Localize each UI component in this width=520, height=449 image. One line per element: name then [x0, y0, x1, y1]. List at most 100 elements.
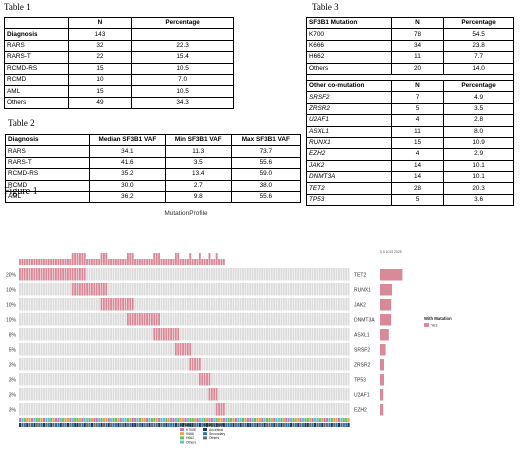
oncoprint-cell: [194, 388, 196, 401]
table1-header-cell: [4, 16, 69, 30]
oncoprint-cell: [304, 268, 307, 281]
sample-count-bar: [76, 253, 79, 265]
oncoprint-cell: [196, 373, 199, 386]
oncoprint-cell: [304, 343, 307, 356]
oncoprint-cell: [203, 298, 206, 311]
oncoprint-cell: [26, 328, 29, 341]
oncoprint-cell: [66, 388, 69, 401]
oncoprint-cell: [270, 388, 273, 401]
oncoprint-cell: [47, 298, 50, 311]
table-row: RUNX1 15 10.9: [306, 136, 514, 150]
oncoprint-cell: [237, 358, 240, 371]
oncoprint-cell: [81, 403, 84, 416]
oncoprint-cell: [42, 388, 45, 401]
oncoprint-cell: [201, 388, 204, 401]
table-row: DNMT3A 14 10.1: [306, 171, 514, 184]
oncoprint-cell: [107, 343, 110, 356]
sf3b1-annotation-cell: [210, 418, 213, 422]
oncoprint-cell: [326, 328, 328, 341]
sample-count-bar: [64, 259, 67, 265]
oncoprint-cell: [100, 268, 103, 281]
oncoprint-cell: [69, 388, 72, 401]
oncoprint-cell: [69, 403, 72, 416]
oncoprint-cell: [105, 373, 108, 386]
vaf-annotation-cell: [218, 423, 221, 427]
sample-count-bar: [186, 259, 189, 265]
table-cell: 3.6: [443, 193, 514, 207]
vaf-annotation-cell: [237, 423, 240, 427]
oncoprint-cell: [246, 388, 249, 401]
vaf-annotation-cell: [290, 423, 293, 427]
oncoprint-cell: [335, 313, 338, 326]
figure-caption: Figure 1: [4, 186, 38, 197]
oncoprint-cell: [258, 388, 261, 401]
oncoprint-cell: [117, 358, 120, 371]
oncoprint-cell: [321, 403, 324, 416]
sample-count-bar: [62, 259, 65, 265]
oncoprint-cell: [249, 373, 252, 386]
oncoprint-cell: [237, 283, 240, 296]
sample-count-bar: [110, 259, 113, 265]
oncoprint-cell: [318, 283, 321, 296]
oncoprint-cell: [57, 358, 60, 371]
oncoprint-cell: [155, 403, 158, 416]
oncoprint-cell: [119, 358, 122, 371]
oncoprint-cell: [78, 328, 81, 341]
oncoprint-cell: [35, 403, 38, 416]
oncoprint-cell: [52, 283, 55, 296]
oncoprint-cell: [162, 358, 165, 371]
oncoprint-cell: [66, 268, 69, 281]
table-cell: 2.7: [164, 179, 232, 192]
oncoprint-cell: [179, 388, 182, 401]
oncoprint-cell: [114, 403, 117, 416]
oncoprint-cell: [326, 388, 328, 401]
oncoprint-cell: [28, 373, 31, 386]
oncoprint-cell: [186, 358, 189, 371]
sample-count-bar: [59, 259, 62, 265]
oncoprint-cell: [138, 403, 141, 416]
oncoprint-cell: [318, 328, 321, 341]
sample-count-bar: [30, 259, 33, 265]
vaf-annotation-cell: [93, 423, 96, 427]
oncoprint-cell: [285, 313, 288, 326]
vaf-annotation-cell: [294, 423, 297, 427]
oncoprint-cell: [256, 268, 259, 281]
sf3b1-annotation-cell: [177, 418, 180, 422]
table-cell: 10.1: [443, 159, 514, 173]
oncoprint-cell: [290, 358, 292, 371]
oncoprint-cell: [287, 268, 290, 281]
oncoprint-cell: [129, 343, 132, 356]
oncoprint-cell: [155, 328, 158, 341]
oncoprint-cell: [302, 268, 304, 281]
oncoprint-cell: [74, 388, 77, 401]
sample-count-bar: [107, 259, 110, 265]
oncoprint-cell: [220, 268, 223, 281]
oncoprint-cell: [35, 373, 38, 386]
oncoprint-cell: [83, 283, 86, 296]
oncoprint-cell: [285, 268, 288, 281]
oncoprint-cell: [290, 298, 292, 311]
oncoprint-cell: [222, 373, 225, 386]
oncoprint-cell: [278, 373, 280, 386]
oncoprint-cell: [208, 298, 211, 311]
oncoprint-cell: [124, 343, 127, 356]
oncoprint-cell: [47, 313, 50, 326]
table-cell: 4.9: [443, 91, 514, 104]
oncoprint-cell: [81, 313, 84, 326]
oncoprint-cell: [340, 388, 343, 401]
legend-sf3b1-label: H662: [186, 436, 194, 440]
oncoprint-cell: [76, 313, 79, 326]
oncoprint-cell: [136, 358, 139, 371]
oncoprint-cell: [26, 343, 29, 356]
sample-count-bar: [196, 259, 199, 265]
sample-count-bar: [47, 259, 50, 265]
oncoprint-cell: [340, 313, 343, 326]
table-cell: 28: [390, 182, 445, 195]
oncoprint-cell: [107, 388, 110, 401]
sf3b1-annotation-cell: [30, 418, 34, 422]
oncoprint-cell: [294, 268, 297, 281]
sf3b1-annotation-cell: [90, 418, 93, 422]
oncoprint-cell: [203, 328, 206, 341]
sf3b1-annotation-cell: [40, 418, 43, 422]
sample-count-bar: [100, 253, 103, 265]
